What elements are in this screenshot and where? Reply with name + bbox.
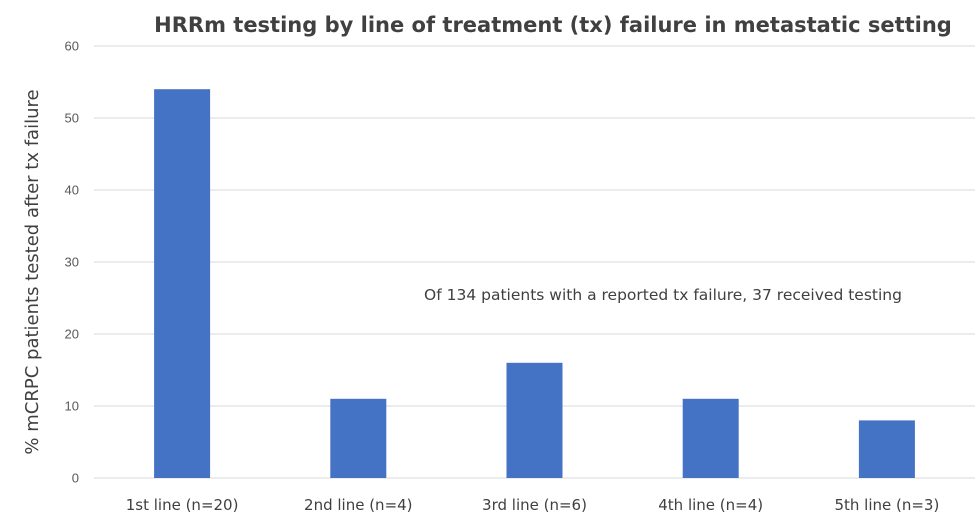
y-tick-label: 30 [65, 255, 79, 270]
y-tick-label: 40 [65, 183, 79, 198]
x-tick-label: 5th line (n=3) [834, 496, 939, 514]
bars [154, 89, 915, 478]
x-tick-label: 4th line (n=4) [658, 496, 763, 514]
y-tick-label: 10 [65, 399, 79, 414]
bar-3 [506, 362, 563, 478]
y-tick-label: 50 [65, 111, 79, 126]
y-tick-label: 20 [65, 327, 79, 342]
bar-2 [330, 398, 387, 478]
x-tick-label: 1st line (n=20) [126, 496, 239, 514]
gridlines [94, 45, 975, 479]
y-tick-label: 60 [65, 39, 79, 54]
chart-annotation: Of 134 patients with a reported tx failu… [424, 286, 902, 304]
x-tick-label: 3rd line (n=6) [482, 496, 587, 514]
bar-1 [154, 89, 211, 478]
y-axis-ticks: 0 10 20 30 40 50 60 [65, 39, 79, 486]
x-axis-ticks: 1st line (n=20) 2nd line (n=4) 3rd line (n… [126, 496, 940, 514]
bar-4 [682, 398, 739, 478]
bar-5 [858, 420, 915, 478]
y-tick-label: 0 [72, 471, 79, 486]
x-tick-label: 2nd line (n=4) [304, 496, 413, 514]
y-axis-label: % mCRPC patients tested after tx failure [22, 89, 43, 454]
chart-title: HRRm testing by line of treatment (tx) f… [154, 13, 952, 37]
